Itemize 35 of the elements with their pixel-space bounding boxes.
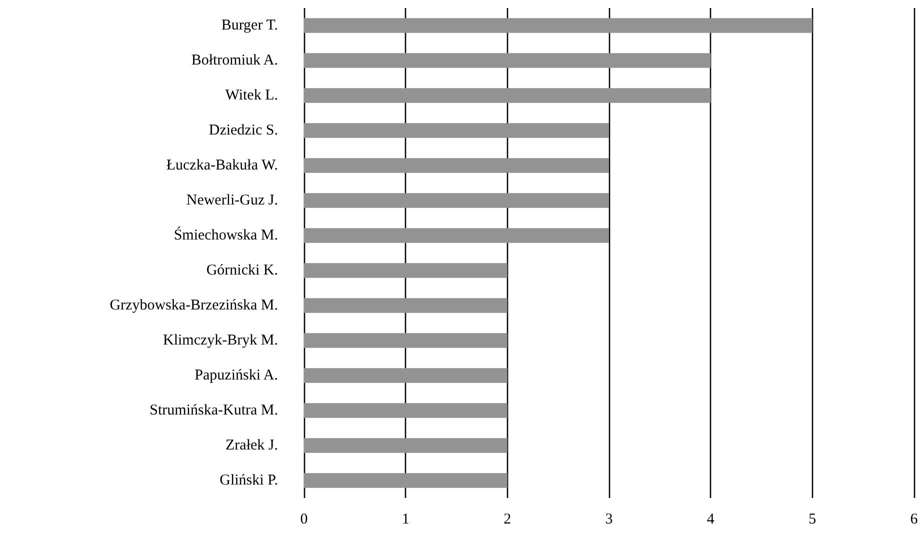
bar (304, 438, 508, 453)
y-tick-label: Strumińska-Kutra M. (150, 402, 278, 418)
y-tick-label: Gliński P. (220, 472, 278, 488)
y-tick-label: Zrałek J. (226, 438, 278, 454)
y-tick-label: Klimczyk-Bryk M. (163, 332, 278, 348)
bar (304, 263, 508, 278)
x-tick-label: 1 (402, 512, 410, 528)
bar (304, 88, 711, 103)
y-tick-label: Śmiechowska M. (174, 226, 278, 244)
x-tick-label: 5 (808, 512, 816, 528)
bar (304, 368, 508, 383)
y-tick-label: Górnicki K. (206, 262, 278, 278)
bar (304, 53, 711, 68)
x-tick-label: 4 (706, 512, 715, 528)
bar (304, 18, 812, 33)
bar (304, 228, 609, 243)
y-tick-label: Newerli-Guz J. (186, 192, 278, 208)
bar (304, 473, 508, 488)
x-tick-label: 0 (300, 512, 308, 528)
y-tick-label: Burger T. (221, 18, 278, 34)
bar (304, 193, 609, 208)
y-tick-label: Papuziński A. (194, 368, 278, 384)
y-tick-label: Witek L. (225, 88, 278, 104)
y-tick-label: Łuczka-Bakuła W. (166, 158, 278, 174)
x-tick-label: 2 (504, 512, 512, 528)
y-tick-label: Dziedzic S. (208, 122, 278, 138)
x-tick-label: 6 (910, 512, 918, 528)
bar (304, 333, 508, 348)
x-tick-label: 3 (605, 512, 613, 528)
bar (304, 298, 508, 313)
bar (304, 158, 609, 173)
y-tick-label: Grzybowska-Brzezińska M. (110, 298, 278, 314)
y-tick-label: Bołtromiuk A. (191, 52, 278, 68)
bar (304, 403, 508, 418)
bar (304, 123, 609, 138)
